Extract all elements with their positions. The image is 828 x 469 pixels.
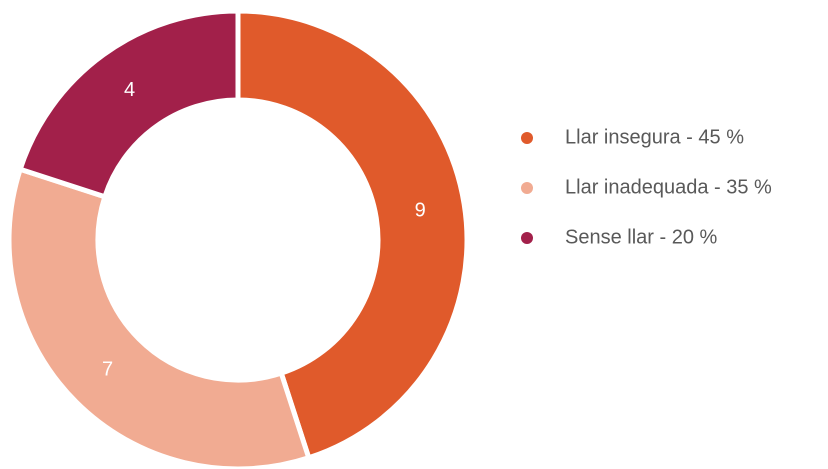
- slice-label: 7: [102, 359, 113, 381]
- legend-marker: [521, 232, 533, 244]
- legend-marker: [521, 182, 533, 194]
- legend-marker: [521, 132, 533, 144]
- slice: [17, 8, 241, 200]
- legend-text: Llar inadequada - 35 %: [565, 176, 772, 198]
- slice: [235, 8, 470, 461]
- legend-text: Sense llar - 20 %: [565, 226, 718, 248]
- legend-text: Llar insegura - 45 %: [565, 126, 744, 148]
- slice: [6, 166, 312, 469]
- slice-label: 4: [124, 79, 135, 101]
- slice-label: 9: [415, 199, 426, 221]
